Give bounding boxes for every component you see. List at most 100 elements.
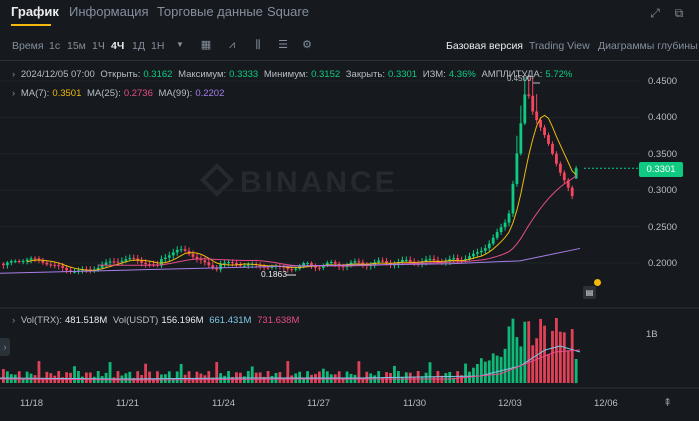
candle-body bbox=[456, 258, 460, 261]
candle-body bbox=[381, 260, 384, 262]
volume-bar bbox=[84, 372, 88, 383]
interval-1s[interactable]: 1с bbox=[49, 40, 61, 52]
candle-body bbox=[167, 255, 171, 258]
view-depth[interactable]: Диаграммы глубины bbox=[598, 40, 698, 52]
volume-bar bbox=[2, 369, 5, 383]
calendar-icon[interactable]: ▦ bbox=[200, 39, 212, 51]
candle-body bbox=[341, 266, 345, 268]
volume-bar bbox=[88, 372, 92, 383]
volume-bar bbox=[472, 367, 475, 383]
candle-body bbox=[246, 264, 250, 266]
low-value: 0.3152 bbox=[311, 69, 341, 80]
tab-info[interactable]: Информация bbox=[69, 4, 149, 19]
volume-bar bbox=[420, 376, 424, 383]
candle-body bbox=[306, 263, 309, 265]
high-value: 0.3333 bbox=[229, 69, 259, 80]
volume-bar bbox=[562, 332, 566, 383]
ma25-label: MA(25): bbox=[87, 88, 121, 99]
vol-ma1-value: 661.431M bbox=[209, 315, 252, 326]
volume-bar bbox=[547, 354, 550, 383]
volume-bar bbox=[570, 329, 574, 383]
collapse-ma-icon[interactable]: › bbox=[12, 88, 16, 99]
collapse-volume-icon[interactable]: › bbox=[12, 315, 16, 326]
settings-icon[interactable]: ⚙ bbox=[302, 39, 312, 51]
volume-bar bbox=[400, 376, 404, 383]
volume-bar bbox=[389, 373, 392, 383]
candle-body bbox=[49, 264, 53, 266]
candle-body bbox=[136, 258, 140, 261]
collapse-legend-icon[interactable]: › bbox=[12, 69, 16, 80]
candle-body bbox=[310, 263, 313, 266]
candle-body bbox=[21, 261, 25, 263]
tab-chart[interactable]: График bbox=[11, 4, 59, 19]
candle-body bbox=[73, 271, 76, 273]
date-tick-6: 12/03 bbox=[498, 398, 522, 409]
candle-body bbox=[179, 249, 183, 251]
event-icon[interactable]: ▤ bbox=[583, 286, 596, 299]
date-tick-3: 11/24 bbox=[212, 398, 236, 409]
interval-15m[interactable]: 15м bbox=[67, 40, 86, 52]
candle-body bbox=[523, 94, 527, 124]
volume-bar bbox=[325, 371, 329, 383]
layout-icon[interactable]: ☰ bbox=[278, 39, 288, 51]
interval-1w[interactable]: 1Н bbox=[151, 40, 165, 52]
volume-bar bbox=[479, 358, 483, 383]
expand-icon[interactable]: ⤢ bbox=[650, 6, 660, 20]
candle-body bbox=[231, 262, 234, 264]
volume-bar bbox=[73, 366, 76, 383]
interval-4h[interactable]: 4Ч bbox=[111, 40, 125, 52]
volume-bar bbox=[507, 326, 511, 383]
candle-body bbox=[5, 262, 9, 266]
ma7-value: 0.3501 bbox=[52, 88, 82, 99]
interval-1h[interactable]: 1Ч bbox=[92, 40, 105, 52]
current-price-badge: 0.3301 bbox=[639, 162, 683, 177]
more-intervals-icon[interactable]: ▼ bbox=[176, 40, 184, 49]
volume-bar bbox=[377, 371, 381, 383]
high-label: Максимум: bbox=[178, 69, 227, 80]
low-label: Минимум: bbox=[263, 69, 309, 80]
volume-bar bbox=[132, 377, 136, 383]
candle-body bbox=[104, 262, 108, 265]
scale-icon[interactable]: ⇞ bbox=[663, 397, 673, 409]
popout-icon[interactable]: ⧉ bbox=[674, 6, 684, 20]
volume-bar bbox=[432, 377, 436, 383]
candle-body bbox=[452, 258, 456, 260]
candle-body bbox=[515, 153, 519, 184]
volume-bar bbox=[543, 325, 546, 383]
volume-bar bbox=[227, 371, 230, 383]
volume-bar bbox=[179, 363, 183, 383]
view-basic[interactable]: Базовая версия bbox=[446, 40, 523, 52]
volume-bar bbox=[306, 371, 309, 383]
expand-panel-arrow[interactable]: › bbox=[0, 338, 10, 356]
view-tradingview[interactable]: Trading View bbox=[529, 40, 590, 52]
candle-body bbox=[191, 253, 195, 257]
chart-toolbar: Время 1с 15м 1Ч 4Ч 1Д 1Н ▼ ▦ ⩘ ⫼ ☰ ⚙ Баз… bbox=[0, 34, 699, 58]
volume-legend: › Vol(TRX): 481.518M Vol(USDT) 156.196M 66… bbox=[12, 315, 302, 326]
volume-bar bbox=[357, 361, 361, 383]
volume-bar bbox=[207, 371, 211, 383]
volume-bar bbox=[495, 355, 499, 383]
candle-body bbox=[527, 94, 531, 96]
candle-body bbox=[140, 260, 144, 263]
volume-bar bbox=[5, 371, 9, 383]
candle-body bbox=[148, 264, 151, 266]
time-label[interactable]: Время bbox=[12, 40, 44, 52]
volume-bar bbox=[211, 377, 215, 383]
tab-trading-data[interactable]: Торговые данные bbox=[157, 4, 263, 19]
watermark-text: BINANCE bbox=[240, 166, 398, 199]
candle-type-icon[interactable]: ⫼ bbox=[255, 39, 261, 51]
indicator-icon[interactable]: ⩘ bbox=[228, 39, 236, 51]
volume-bar bbox=[503, 348, 507, 383]
volume-bar bbox=[515, 337, 519, 383]
change-value: 4.36% bbox=[448, 69, 476, 80]
volume-bar bbox=[539, 318, 542, 383]
candle-body bbox=[219, 263, 223, 270]
interval-1d[interactable]: 1Д bbox=[132, 40, 145, 52]
vol-trx-label: Vol(TRX): bbox=[20, 315, 62, 326]
volume-bar bbox=[337, 371, 341, 383]
volume-bar bbox=[144, 363, 147, 383]
tab-square[interactable]: Square bbox=[267, 4, 309, 19]
ma25-line bbox=[98, 175, 577, 267]
candle-body bbox=[223, 262, 226, 264]
